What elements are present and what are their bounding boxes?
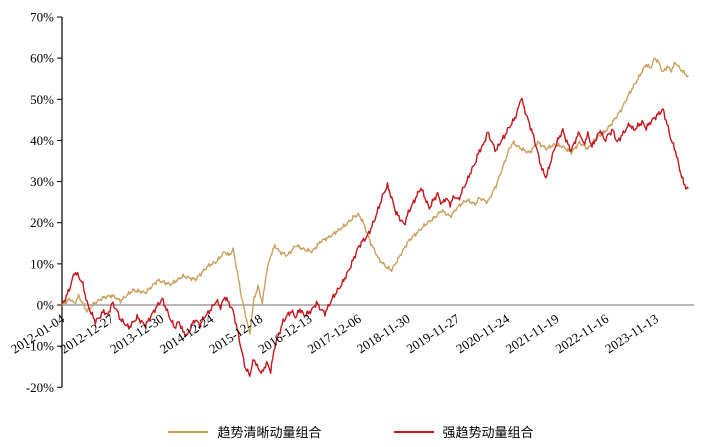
legend-item-strong-trend: 强趋势动量组合 [393,422,534,441]
x-axis-label: 2017-12-06 [305,311,364,357]
x-axis-label: 2019-11-27 [404,311,463,357]
y-axis-label: 40% [30,133,54,148]
x-axis-label: 2016-12-13 [255,311,314,357]
y-axis-label: 60% [30,51,54,66]
y-axis-label: 0% [37,298,55,313]
x-axis-label: 2015-12-18 [206,311,265,357]
x-axis-label: 2014-12-24 [157,311,216,357]
y-axis-label: -10% [26,339,54,354]
y-axis-label: 70% [30,10,54,25]
y-axis-label: -20% [26,380,54,395]
legend-label-strong-trend: 强趋势动量组合 [442,425,534,440]
series-line-0 [61,57,689,335]
x-axis-label: 2020-11-24 [453,311,512,357]
y-axis-label: 50% [30,92,54,107]
red-line-swatch [393,430,434,433]
x-axis-label: 2023-11-13 [602,311,661,356]
legend-label-trend-clear: 趋势清晰动量组合 [217,425,322,440]
y-axis-label: 10% [30,256,54,271]
x-axis-label: 2022-11-16 [553,311,612,357]
y-axis-label: 30% [30,174,54,189]
y-axis-label: 20% [30,215,54,230]
x-axis-label: 2018-11-30 [354,311,413,356]
x-axis-label: 2021-11-19 [503,311,562,356]
chart-legend: 趋势清晰动量组合 强趋势动量组合 [0,422,702,441]
gold-line-swatch [168,430,209,433]
series-line-1 [61,97,689,377]
legend-item-trend-clear: 趋势清晰动量组合 [168,422,322,441]
x-axis-label: 2012-12-27 [57,311,116,357]
